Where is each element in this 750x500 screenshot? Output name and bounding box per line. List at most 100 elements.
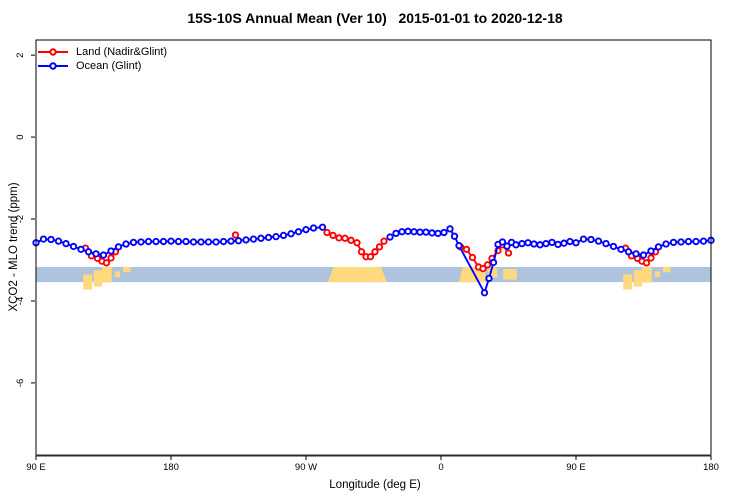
land-patch — [642, 266, 652, 283]
legend: Land (Nadir&Glint) Ocean (Glint) — [38, 45, 167, 73]
ocean-series-point — [77, 245, 85, 253]
y-tick-label: -4 — [15, 297, 26, 305]
ocean-series-point — [446, 225, 454, 233]
land-patch — [654, 271, 660, 278]
ocean-series-point — [249, 235, 258, 243]
legend-item-ocean: Ocean (Glint) — [38, 59, 167, 73]
ocean-series-point — [647, 247, 655, 255]
ocean-series-point — [485, 274, 493, 283]
land-series-point — [329, 231, 337, 240]
ocean-series-point — [677, 238, 685, 246]
ocean-series-point — [692, 237, 700, 246]
ocean-series-point — [699, 237, 708, 245]
ocean-series-point — [302, 226, 310, 234]
y-axis-label: XCO2 - MLO trend (ppm) — [8, 182, 20, 312]
ocean-series-point — [450, 232, 459, 240]
land-patch — [633, 270, 642, 287]
ocean-series-point — [554, 240, 562, 249]
ocean-series-point — [174, 237, 183, 246]
land-patch — [123, 266, 131, 273]
land-patch — [459, 266, 486, 283]
x-tick-label: 0 — [438, 462, 443, 473]
land-patch — [503, 269, 517, 280]
land-patch — [623, 274, 633, 290]
y-tick-label: -6 — [15, 379, 26, 387]
ocean-series-line — [389, 227, 712, 294]
y-tick-label: -2 — [15, 215, 26, 223]
ocean-series-point — [480, 289, 489, 297]
legend-label-land: Land (Nadir&Glint) — [76, 46, 168, 58]
ocean-series-point — [572, 239, 580, 247]
land-series-point — [375, 243, 384, 251]
ocean-series-point — [398, 228, 406, 236]
land-patch — [83, 274, 93, 290]
ocean-series-point — [386, 233, 394, 241]
ocean-series-point — [69, 242, 78, 251]
ocean-series-point — [257, 234, 265, 242]
ocean-series-point — [54, 237, 63, 245]
ocean-series-point — [542, 239, 550, 248]
land-series-point — [366, 253, 375, 261]
land-patch — [114, 271, 120, 278]
ocean-series-point — [99, 251, 108, 259]
chart-title: 15S-10S Annual Mean (Ver 10) 2015-01-01 … — [187, 10, 563, 26]
ocean-series-point — [189, 238, 198, 246]
ocean-series-symbol-icon — [38, 62, 68, 70]
land-series-point — [462, 245, 471, 253]
ocean-series-point — [624, 248, 633, 256]
ocean-series-point — [39, 235, 48, 243]
y-tick-label: 0 — [15, 134, 26, 139]
ocean-series-point — [219, 237, 228, 246]
ocean-series-point — [440, 228, 448, 237]
plot-box — [35, 39, 712, 456]
land-series-point — [357, 248, 366, 256]
ocean-series-point — [392, 229, 400, 238]
ocean-series-point — [114, 243, 123, 251]
ocean-series-point — [632, 250, 640, 258]
ocean-series-point — [279, 231, 288, 240]
x-tick-label: 90 E — [26, 462, 46, 473]
land-patch — [327, 266, 387, 283]
ocean-series-point — [264, 233, 273, 242]
ocean-series-point — [47, 235, 55, 244]
land-series-point — [107, 254, 115, 262]
ocean-series-point — [159, 237, 168, 246]
ocean-series-point — [410, 228, 418, 236]
ocean-series-point — [318, 223, 327, 231]
ocean-series-point — [137, 238, 145, 246]
ocean-series-point — [587, 235, 595, 244]
ocean-series-point — [639, 251, 648, 259]
ocean-series-point — [548, 238, 556, 247]
legend-label-ocean: Ocean (Glint) — [76, 60, 142, 72]
ocean-series-point — [122, 240, 130, 248]
land-series-point — [102, 259, 111, 267]
ocean-series-point — [609, 242, 618, 251]
ocean-series-point — [197, 238, 205, 246]
y-tick-label: 2 — [15, 53, 26, 58]
ocean-series-point — [489, 258, 498, 267]
ocean-series-point — [234, 237, 243, 245]
ocean-series-point — [272, 232, 280, 241]
ocean-series-point — [309, 224, 318, 232]
ocean-series-point — [167, 237, 175, 245]
land-series-symbol-icon — [38, 48, 68, 56]
ocean-series-point — [530, 240, 538, 248]
land-series-point — [479, 264, 487, 273]
ocean-series-point — [107, 247, 115, 255]
land-series-point — [335, 234, 343, 242]
land-series-point — [341, 234, 349, 242]
ocean-series-point — [498, 238, 507, 246]
ocean-series-point — [434, 229, 442, 238]
x-axis-label: Longitude (deg E) — [329, 479, 421, 491]
ocean-series-point — [212, 238, 220, 246]
ocean-series-point — [579, 235, 588, 243]
ocean-series-point — [227, 237, 235, 245]
x-tick-label: 180 — [163, 462, 179, 473]
land-series-point — [468, 253, 477, 262]
ocean-series-point — [144, 237, 153, 246]
x-tick-label: 90 W — [295, 462, 317, 473]
ocean-series-point — [204, 238, 213, 246]
ocean-series-point — [294, 228, 303, 236]
land-series-point — [380, 237, 388, 245]
